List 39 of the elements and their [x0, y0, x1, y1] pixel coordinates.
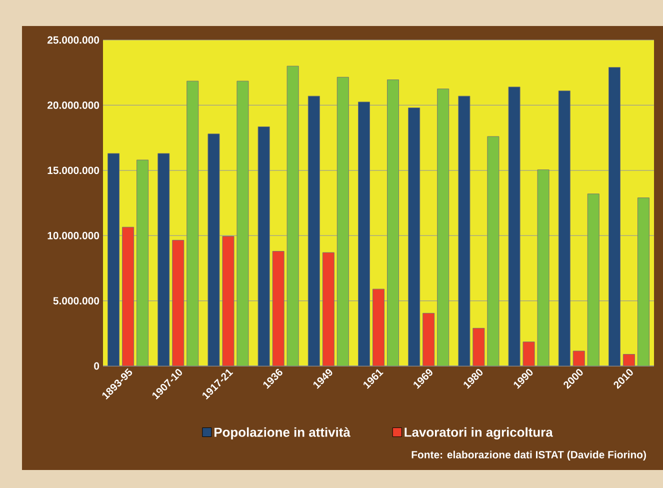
bar [372, 288, 385, 366]
bar [186, 80, 199, 366]
y-tick-label: 15.000.000 [48, 166, 100, 174]
bar [286, 66, 299, 366]
bar [487, 136, 500, 366]
bar [172, 240, 184, 366]
bar [558, 90, 570, 366]
bar [587, 194, 600, 366]
bar [422, 312, 435, 366]
bar [108, 153, 120, 366]
legend-label: Lavoratori in agricoltura [404, 427, 553, 440]
bar [437, 88, 450, 366]
y-tick-label: 20.000.000 [47, 102, 100, 109]
bar [222, 236, 234, 366]
y-tick-label: 10.000.000 [48, 232, 100, 240]
bar [322, 252, 334, 366]
bar [208, 134, 220, 366]
bar [408, 108, 420, 366]
bar [136, 160, 149, 366]
bar [358, 102, 370, 366]
bar [608, 67, 620, 366]
bar [258, 126, 270, 366]
bar [158, 153, 170, 366]
y-tick-label: 25.000.000 [47, 36, 100, 44]
bar [236, 80, 249, 366]
legend-label: Popolazione in attività [214, 427, 350, 440]
y-tick-label: 0 [94, 362, 100, 370]
bar [387, 80, 400, 366]
bar [122, 226, 134, 366]
bar [537, 169, 550, 366]
bar [637, 198, 650, 366]
y-tick-label: 5.000.000 [53, 297, 100, 305]
bar [458, 96, 470, 366]
bar [622, 354, 635, 366]
bar [308, 96, 320, 366]
source-note: Fonte: elaborazione dati ISTAT (Davide Fiorino) [412, 450, 646, 460]
bar [508, 86, 520, 366]
bar [272, 250, 284, 366]
bar [336, 76, 349, 366]
